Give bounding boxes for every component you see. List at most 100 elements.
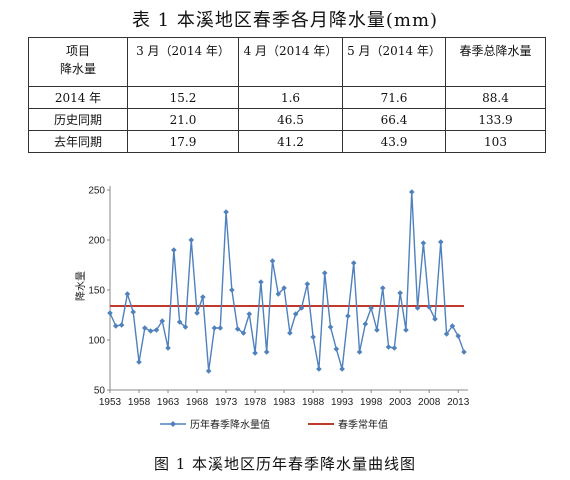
table-cell: 41.2 — [238, 130, 343, 153]
table-cell: 43.9 — [342, 130, 446, 153]
data-point — [171, 247, 177, 253]
data-point — [275, 291, 282, 297]
x-tick-label: 2013 — [447, 397, 470, 408]
data-point — [136, 359, 142, 365]
data-point — [385, 344, 392, 350]
y-axis-label: 降水量 — [74, 271, 87, 301]
data-point — [461, 349, 467, 355]
data-point — [403, 327, 409, 333]
corner-cell: 项目 降水量 — [28, 37, 128, 87]
data-point — [362, 321, 369, 327]
y-tick-label: 50 — [94, 386, 106, 397]
data-point — [449, 323, 456, 329]
row-label: 历史同期 — [28, 108, 128, 131]
table-cell: 21.0 — [127, 108, 239, 131]
data-point — [211, 325, 218, 331]
data-point — [223, 209, 229, 215]
table-row: 2014 年 15.2 1.6 71.6 88.4 — [28, 86, 546, 109]
table-cell: 15.2 — [127, 86, 239, 109]
data-point — [455, 333, 461, 339]
table-cell: 133.9 — [445, 108, 546, 131]
figure-caption: 图 1 本溪地区历年春季降水量曲线图 — [153, 455, 417, 473]
y-tick-label: 200 — [88, 236, 105, 247]
y-tick-label: 150 — [88, 286, 105, 297]
data-point — [124, 291, 131, 297]
data-point — [252, 350, 258, 356]
table-cell: 66.4 — [342, 108, 446, 131]
header-spring-total: 春季总降水量 — [445, 37, 546, 87]
data-point — [298, 305, 305, 311]
data-point — [200, 294, 206, 300]
series-line-annual — [109, 191, 465, 372]
data-point — [304, 281, 311, 287]
data-point — [118, 322, 125, 328]
data-point — [234, 326, 241, 332]
table-row: 历史同期 21.0 46.5 66.4 133.9 — [28, 108, 546, 131]
data-point — [205, 368, 212, 374]
precipitation-line-chart: 降水量 50 100 150 200 250 1953 1958 1963 1968 1973 19… — [74, 186, 470, 432]
x-tick-label: 1958 — [128, 397, 151, 408]
data-point — [281, 285, 287, 291]
data-point — [374, 327, 380, 333]
header-may: 5 月（2014 年） — [342, 37, 446, 87]
x-tick-label: 2008 — [418, 397, 441, 408]
table-row: 去年同期 17.9 41.2 43.9 103 — [28, 130, 546, 153]
data-point — [159, 318, 166, 324]
data-point — [345, 313, 351, 319]
data-point — [327, 324, 334, 330]
corner-label-item: 项目 — [65, 44, 90, 58]
table-cell: 1.6 — [238, 86, 343, 109]
row-label: 去年同期 — [28, 130, 128, 153]
data-point — [240, 330, 247, 336]
data-point — [142, 325, 148, 331]
data-point — [130, 309, 137, 315]
data-point — [368, 305, 374, 311]
data-point — [333, 346, 340, 352]
data-point — [310, 334, 316, 340]
x-tick-label: 1988 — [302, 397, 325, 408]
data-point — [292, 311, 299, 317]
data-point — [339, 366, 345, 372]
x-tick-label: 1993 — [331, 397, 354, 408]
table-cell: 103 — [445, 130, 546, 153]
header-march: 3 月（2014 年） — [127, 37, 239, 87]
data-point — [426, 304, 432, 310]
data-point — [408, 189, 415, 195]
data-point — [397, 290, 403, 296]
data-point — [182, 324, 189, 330]
data-point — [176, 319, 183, 325]
data-point — [420, 240, 427, 246]
data-point — [316, 366, 322, 372]
legend-marker-annual — [170, 421, 176, 427]
data-point — [443, 331, 450, 337]
corner-label-precip: 降水量 — [59, 62, 96, 76]
data-point — [165, 345, 171, 351]
row-label: 2014 年 — [28, 86, 128, 109]
data-point — [147, 328, 154, 334]
x-tick-label: 1998 — [360, 397, 383, 408]
data-point — [188, 237, 195, 243]
precipitation-table: 项目 降水量 3 月（2014 年） 4 月（2014 年） 5 月（2014 … — [28, 37, 546, 153]
data-point — [287, 330, 293, 336]
x-tick-label: 1963 — [157, 397, 180, 408]
table-cell: 71.6 — [342, 86, 446, 109]
data-point — [414, 305, 421, 311]
data-point — [350, 260, 357, 266]
table-cell: 46.5 — [238, 108, 343, 131]
data-point — [113, 323, 119, 329]
table-cell: 17.9 — [127, 130, 239, 153]
x-tick-label: 1978 — [244, 397, 267, 408]
header-april: 4 月（2014 年） — [238, 37, 343, 87]
x-tick-label: 1983 — [273, 397, 296, 408]
y-tick-label: 250 — [88, 186, 105, 197]
data-point — [194, 310, 200, 316]
data-point — [437, 239, 444, 245]
x-tick-label: 2003 — [389, 397, 412, 408]
data-point — [379, 285, 386, 291]
table-cell: 88.4 — [445, 86, 546, 109]
data-point — [263, 349, 270, 355]
legend-label-annual: 历年春季降水量值 — [190, 418, 270, 431]
data-point — [107, 310, 113, 316]
legend-label-normal: 春季常年值 — [338, 418, 388, 431]
data-point — [229, 287, 235, 293]
